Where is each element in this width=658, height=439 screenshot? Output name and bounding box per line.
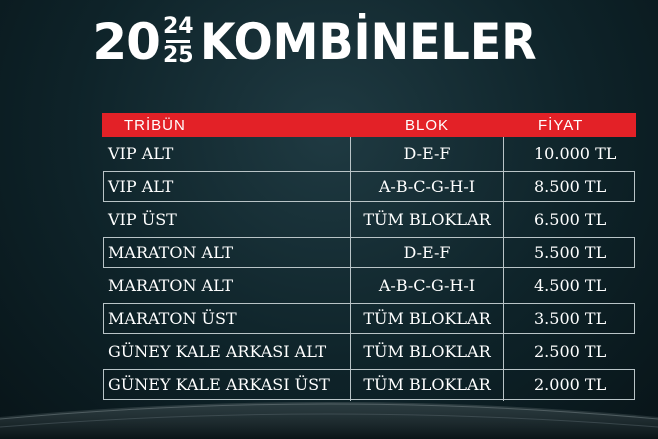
cell-fiyat: 8.500 TL xyxy=(534,177,607,196)
cell-blok: A-B-C-G-H-I xyxy=(378,177,476,196)
table-row: MARATON ALT A-B-C-G-H-I 4.500 TL xyxy=(102,269,636,302)
header-tribun: TRİBÜN xyxy=(124,117,186,134)
cell-tribun: MARATON ALT xyxy=(108,276,234,295)
cell-blok: TÜM BLOKLAR xyxy=(363,309,491,328)
cell-tribun: GÜNEY KALE ARKASI ALT xyxy=(108,342,327,361)
cell-tribun: GÜNEY KALE ARKASI ÜST xyxy=(108,375,330,394)
cell-tribun: VIP ALT xyxy=(108,144,174,163)
table-row: VIP ALT A-B-C-G-H-I 8.500 TL xyxy=(102,170,636,203)
table-row: MARATON ÜST TÜM BLOKLAR 3.500 TL xyxy=(102,302,636,335)
table-row: GÜNEY KALE ARKASI ALT TÜM BLOKLAR 2.500 TL xyxy=(102,335,636,368)
table-body: VIP ALT D-E-F 10.000 TL VIP ALT A-B-C-G-H-I 8… xyxy=(102,137,636,401)
table-row: VIP ALT D-E-F 10.000 TL xyxy=(102,137,636,170)
cell-blok: D-E-F xyxy=(403,144,451,163)
header-fiyat: FİYAT xyxy=(538,117,584,134)
table-row: VIP ÜST TÜM BLOKLAR 6.500 TL xyxy=(102,203,636,236)
cell-fiyat: 5.500 TL xyxy=(534,243,607,262)
header-blok: BLOK xyxy=(404,117,450,134)
column-divider-1 xyxy=(350,137,351,401)
column-divider-2 xyxy=(503,137,504,401)
cell-blok: D-E-F xyxy=(403,243,451,262)
title-year-prefix: 20 xyxy=(92,12,161,71)
table-header: TRİBÜN BLOK FİYAT xyxy=(102,113,636,137)
cell-fiyat: 4.500 TL xyxy=(534,276,607,295)
cell-tribun: MARATON ALT xyxy=(108,243,234,262)
cell-fiyat: 2.500 TL xyxy=(534,342,607,361)
title-fraction-bar xyxy=(166,40,191,43)
table-row: MARATON ALT D-E-F 5.500 TL xyxy=(102,236,636,269)
cell-blok: TÜM BLOKLAR xyxy=(363,342,491,361)
cell-fiyat: 2.000 TL xyxy=(534,375,607,394)
cell-fiyat: 6.500 TL xyxy=(534,210,607,229)
cell-tribun: VIP ÜST xyxy=(108,210,177,229)
cell-tribun: VIP ALT xyxy=(108,177,174,196)
price-table: TRİBÜN BLOK FİYAT VIP ALT D-E-F 10.000 TL V… xyxy=(102,113,636,401)
cell-blok: A-B-C-G-H-I xyxy=(378,276,476,295)
title-word: KOMBİNELER xyxy=(199,12,537,71)
cell-blok: TÜM BLOKLAR xyxy=(363,210,491,229)
title-year-fraction: 24 25 xyxy=(163,16,194,67)
table-row: GÜNEY KALE ARKASI ÜST TÜM BLOKLAR 2.000 TL xyxy=(102,368,636,401)
title-year-top: 24 xyxy=(162,14,194,39)
cell-tribun: MARATON ÜST xyxy=(108,309,237,328)
cell-fiyat: 10.000 TL xyxy=(534,144,617,163)
cell-fiyat: 3.500 TL xyxy=(534,309,607,328)
page-title: 20 24 25 KOMBİNELER xyxy=(0,16,658,67)
cell-blok: TÜM BLOKLAR xyxy=(363,375,491,394)
title-year-bottom: 25 xyxy=(162,43,194,68)
stadium-roof-graphic xyxy=(0,402,658,439)
